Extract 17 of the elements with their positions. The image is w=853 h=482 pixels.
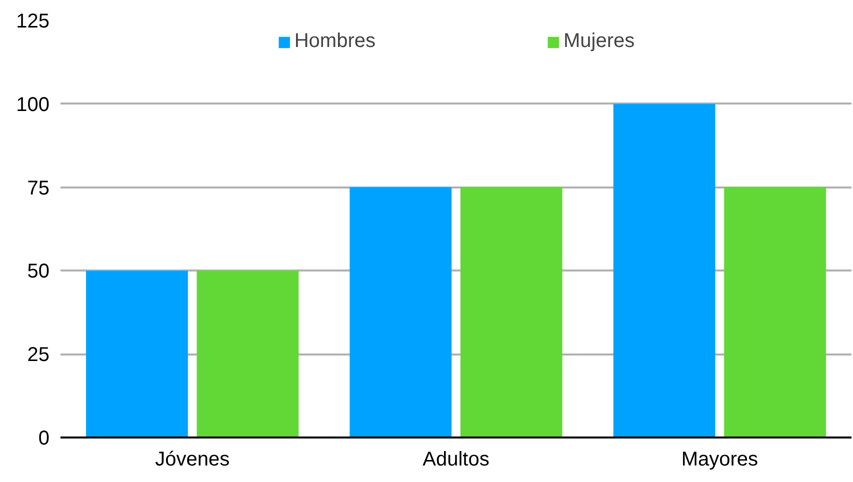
x-tick-label: Adultos bbox=[422, 448, 490, 470]
x-tick-label: Mayores bbox=[681, 448, 758, 470]
x-tick-label: Jóvenes bbox=[155, 448, 230, 470]
legend-label: Mujeres bbox=[564, 30, 635, 53]
y-tick-label: 0 bbox=[38, 428, 50, 450]
legend-label: Hombres bbox=[294, 30, 376, 53]
bar bbox=[350, 187, 452, 438]
bar bbox=[724, 187, 826, 438]
y-tick-label: 25 bbox=[27, 344, 50, 366]
bar bbox=[86, 270, 188, 438]
y-tick-label: 75 bbox=[27, 177, 50, 200]
y-tick-label: 50 bbox=[27, 260, 50, 283]
y-tick-label: 100 bbox=[16, 94, 50, 116]
bar bbox=[613, 104, 716, 438]
bar bbox=[196, 270, 299, 438]
y-tick-label: 125 bbox=[16, 10, 50, 32]
bar bbox=[460, 187, 562, 438]
